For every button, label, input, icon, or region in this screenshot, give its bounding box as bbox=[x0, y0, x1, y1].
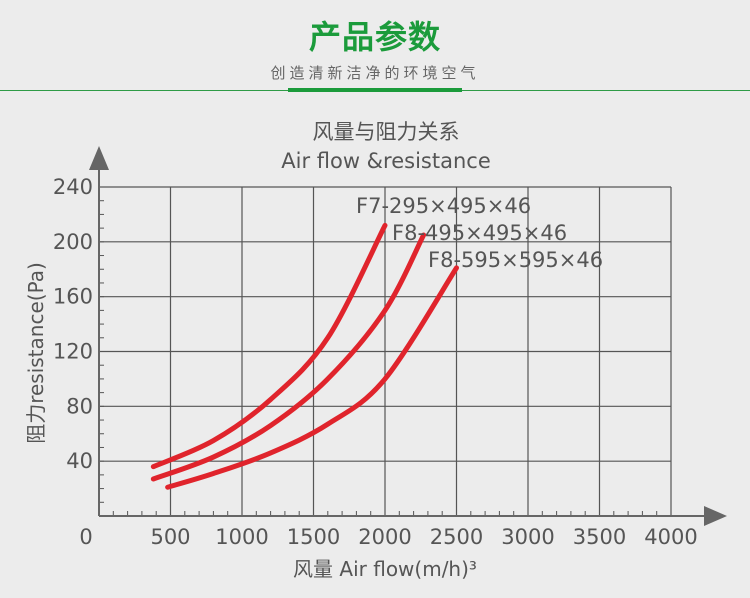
series-curve bbox=[150, 222, 388, 470]
series-label: F7-295×495×46 bbox=[356, 194, 531, 218]
page-title: 产品参数 bbox=[308, 18, 441, 56]
page-header: 产品参数 创造清新洁净的环境空气 bbox=[0, 0, 750, 98]
x-tick-label: 4000 bbox=[644, 525, 697, 549]
y-tick-label: 80 bbox=[66, 394, 93, 418]
x-tick-label: 2500 bbox=[430, 525, 483, 549]
x-tick-label: 2000 bbox=[358, 525, 411, 549]
x-axis-arrow bbox=[704, 506, 727, 526]
y-axis-arrow bbox=[89, 146, 109, 170]
y-tick-label: 200 bbox=[53, 230, 93, 254]
series-label: F8-495×495×46 bbox=[392, 221, 567, 245]
chart-title: 风量与阻力关系 bbox=[313, 120, 460, 144]
airflow-resistance-chart: 0 500 1000 1500 2000 2500 3000 3500 4000 40 80 120 1… bbox=[24, 120, 727, 581]
y-tick-label: 240 bbox=[53, 175, 93, 199]
series-curve bbox=[150, 232, 427, 482]
chart-series-labels: F7-295×495×46 F8-495×495×46 F8-595×595×46 bbox=[356, 194, 603, 272]
series-curve bbox=[165, 265, 459, 490]
y-tick-label: 160 bbox=[53, 285, 93, 309]
chart-series bbox=[150, 222, 459, 490]
x-tick-label: 1500 bbox=[287, 525, 340, 549]
x-tick-label: 3000 bbox=[501, 525, 554, 549]
chart-grid bbox=[99, 186, 672, 516]
page-subtitle: 创造清新洁净的环境空气 bbox=[270, 64, 480, 82]
series-label: F8-595×595×46 bbox=[428, 248, 603, 272]
chart-subtitle: Air flow &resistance bbox=[281, 149, 491, 173]
y-axis-label: 阻力resistance(Pa) bbox=[24, 262, 48, 444]
y-tick-label: 120 bbox=[53, 340, 93, 364]
header-divider-accent bbox=[288, 88, 462, 92]
x-axis-label: 风量 Air flow(m/h)³ bbox=[293, 557, 477, 581]
x-tick-label: 0 bbox=[79, 525, 92, 549]
chart-axes bbox=[89, 146, 727, 526]
chart-tick-labels: 0 500 1000 1500 2000 2500 3000 3500 4000 40 80 120 1… bbox=[53, 175, 698, 549]
y-tick-label: 40 bbox=[66, 449, 93, 473]
x-tick-label: 500 bbox=[150, 525, 190, 549]
x-tick-label: 3500 bbox=[573, 525, 626, 549]
x-tick-label: 1000 bbox=[215, 525, 268, 549]
